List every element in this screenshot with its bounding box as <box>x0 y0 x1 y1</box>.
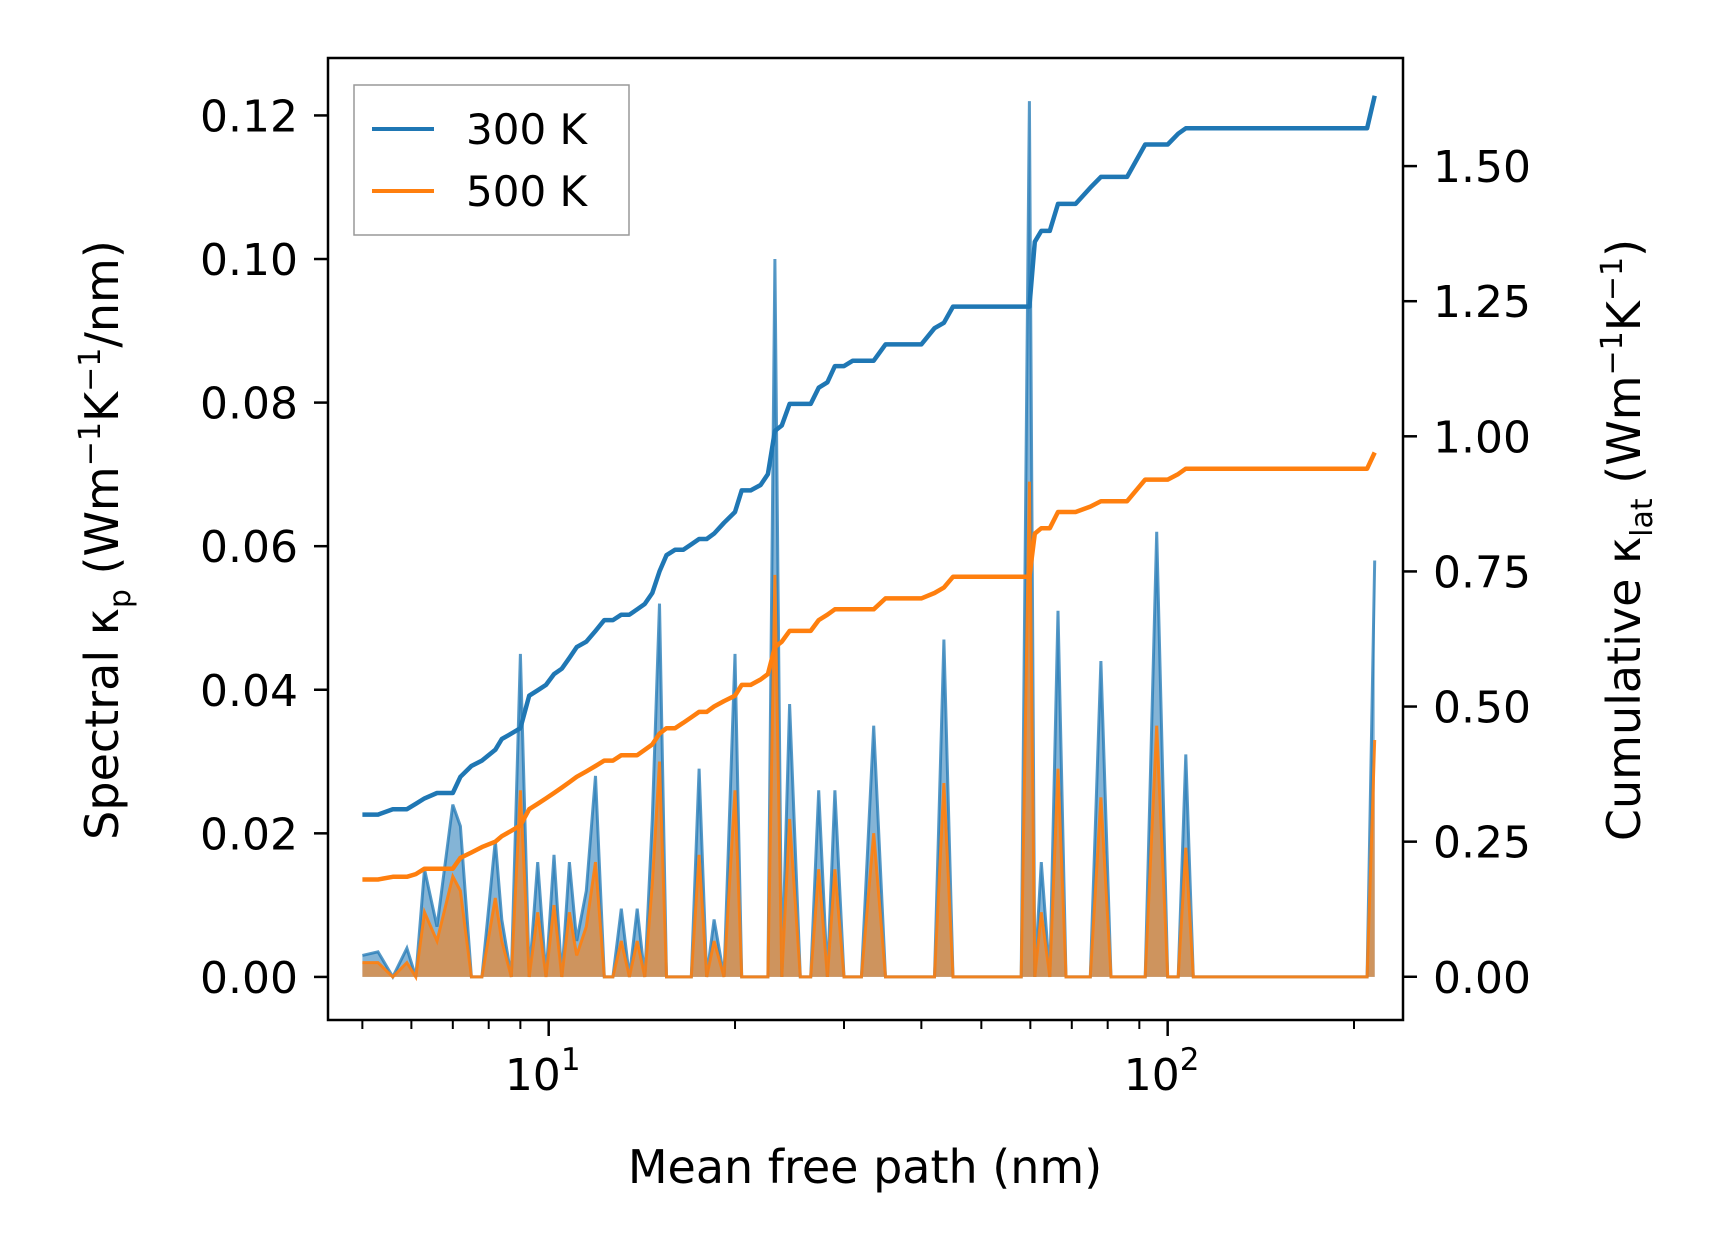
y-tick-label: 0.12 <box>200 91 298 142</box>
y2-axis-title-sub: lat <box>1625 498 1660 537</box>
plot-frame <box>326 56 1405 1022</box>
y-tick-label: 0.02 <box>200 809 298 860</box>
x-axis-title: Mean free path (nm) <box>628 1140 1102 1194</box>
y2-axis-title-part: (Wm <box>1597 375 1651 498</box>
x-tick-label: 102 <box>1124 1042 1200 1101</box>
y2-tick-label: 1.50 <box>1433 142 1531 193</box>
x-tick-label: 101 <box>505 1042 581 1101</box>
y-axis-title: Spectral κp (Wm−1K−1/nm) <box>73 240 138 840</box>
y2-tick-label: 0.00 <box>1433 953 1531 1004</box>
y-axis-title-part: Spectral κ <box>75 608 129 840</box>
y2-axis-title-part: K <box>1597 299 1651 331</box>
y-tick-label: 0.10 <box>200 235 298 286</box>
y-axis-title-part: K <box>75 390 129 422</box>
spectral-line-layer <box>362 101 1377 982</box>
tick-layer <box>314 114 1417 1036</box>
legend: 300 K 500 K <box>353 84 630 236</box>
y2-tick-label: 1.25 <box>1433 277 1531 328</box>
y2-tick-label: 1.00 <box>1433 412 1531 463</box>
cumulative-line-layer <box>362 95 1377 882</box>
y-tick-label: 0.04 <box>200 666 298 717</box>
y2-tick-label: 0.50 <box>1433 683 1531 734</box>
y-axis-title-sup: −1 <box>73 348 108 392</box>
legend-box <box>353 84 630 236</box>
y-tick-label: 0.00 <box>200 953 298 1004</box>
legend-label-300k: 300 K <box>466 105 589 154</box>
y2-axis-title-part: ) <box>1597 239 1651 257</box>
spectral-line-500k <box>362 481 1377 982</box>
y-axis-title-sub: p <box>103 589 138 608</box>
y2-axis-title-sup: −1 <box>1595 257 1630 301</box>
y-axis-title-sup: −1 <box>73 422 108 466</box>
y2-tick-label: 0.25 <box>1433 818 1531 869</box>
y2-axis-title-part: Cumulative κ <box>1597 537 1651 841</box>
y2-axis-title-sup: −1 <box>1595 331 1630 375</box>
y-axis-title-part: /nm) <box>75 240 129 347</box>
tick-label-layer: 0.00 0.02 0.04 0.06 0.08 0.10 0.12 0.00 0.25 0.50… <box>200 91 1531 1101</box>
cumulative-line-500k <box>362 451 1377 882</box>
y-axis-title-part: (Wm <box>75 466 129 589</box>
y2-axis-title: Cumulative κlat (Wm−1K−1) <box>1595 239 1660 841</box>
y-tick-label: 0.06 <box>200 522 298 573</box>
cumulative-line-300k <box>362 95 1377 817</box>
y2-tick-label: 0.75 <box>1433 547 1531 598</box>
y-tick-label: 0.08 <box>200 379 298 430</box>
legend-label-500k: 500 K <box>466 167 589 216</box>
